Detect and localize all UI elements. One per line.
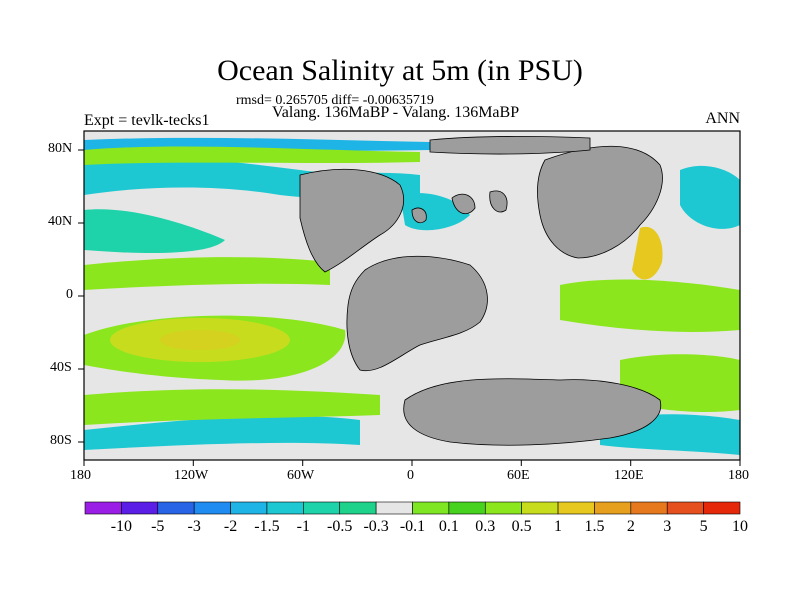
colorbar-label: 1.5: [584, 518, 605, 535]
colorbar-swatch: [448, 501, 486, 515]
salty-band-deep-south: [84, 389, 380, 425]
landmass-africa-south-america: [346, 255, 488, 372]
colorbar-label: 5: [699, 518, 708, 535]
colorbar-swatch: [630, 501, 668, 515]
colorbar-swatch: [266, 501, 304, 515]
plot-title: Ocean Salinity at 5m (in PSU): [217, 54, 583, 87]
colorbar-swatch: [193, 501, 231, 515]
map-field: [84, 131, 740, 460]
colorbar-swatch: [703, 501, 741, 515]
colorbar-label: -1: [296, 518, 310, 535]
colorbar-swatch: [594, 501, 632, 515]
colorbar-swatch: [484, 501, 522, 515]
salty-band-north: [84, 146, 420, 165]
lat-tick-label: 80S: [50, 433, 72, 448]
colorbar-swatch: [375, 501, 413, 515]
colorbar-label: -5: [151, 518, 165, 535]
lon-tick-label: 60E: [507, 468, 530, 483]
season-label: ANN: [705, 110, 740, 127]
colorbar-label: 10: [732, 518, 748, 535]
colorbar-swatch: [412, 501, 450, 515]
colorbar-label: -3: [187, 518, 201, 535]
colorbar-swatch: [666, 501, 704, 515]
colorbar-label: -0.5: [327, 518, 353, 535]
landmass-antarctica: [403, 378, 662, 446]
landmass-greenland: [429, 135, 591, 155]
lat-tick-marks: [78, 149, 84, 443]
colorbar-swatch: [557, 501, 595, 515]
colorbar-label: -0.1: [399, 518, 426, 535]
colorbar-swatch: [303, 501, 341, 515]
colorbar-label: 0.1: [438, 518, 459, 535]
lon-tick-label: 120W: [174, 468, 209, 483]
colorbar-swatch: [84, 501, 122, 515]
lon-tick-label: 0: [407, 468, 414, 483]
colorbar-label: 1: [554, 518, 563, 535]
colorbar-swatch: [521, 501, 559, 515]
colorbar-swatch: [230, 501, 268, 515]
landmass-island-3: [411, 207, 427, 224]
lon-tick-label: 120E: [614, 468, 644, 483]
fresh-band-south: [84, 415, 360, 450]
lon-tick-marks: [83, 460, 741, 466]
salty-band-east: [560, 279, 740, 332]
colorbar-label: -0.3: [363, 518, 389, 535]
lat-tick-label: 0: [66, 287, 73, 302]
fresh-band-north-low: [84, 209, 225, 253]
colorbar-label: -1.5: [254, 518, 280, 535]
fresh-pool-east: [680, 165, 740, 229]
salinity-max-core: [160, 330, 240, 350]
colorbar-swatch: [121, 501, 159, 515]
colorbar-label: -10: [110, 518, 133, 535]
colorbar-label: 0.3: [475, 518, 496, 535]
lon-tick-label: 180: [70, 468, 91, 483]
colorbar-swatch: [339, 501, 377, 515]
colorbar-swatch: [157, 501, 195, 515]
plot-subtitle: Valang. 136MaBP - Valang. 136MaBP: [272, 104, 520, 121]
salinity-max-east: [632, 226, 663, 280]
stats-line: rmsd= 0.265705 diff= -0.00635719: [236, 93, 434, 108]
lat-tick-label: 40N: [48, 214, 73, 229]
landmass-north-america: [299, 168, 404, 273]
lat-tick-label: 40S: [50, 360, 72, 375]
salty-band-tropics: [84, 257, 330, 290]
landmass-eurasia: [537, 145, 663, 259]
colorbar-label: -2: [223, 518, 238, 535]
colorbar-label: 3: [663, 518, 672, 535]
experiment-label: Expt = tevlk-tecks1: [84, 112, 210, 129]
lon-tick-label: 60W: [287, 468, 315, 483]
colorbar-label: 0.5: [511, 518, 532, 535]
lat-tick-label: 80N: [48, 141, 73, 156]
lon-tick-label: 180: [728, 468, 749, 483]
colorbar-label: 2: [626, 518, 635, 535]
landmass-island-2: [489, 190, 508, 213]
landmass-island-1: [451, 193, 476, 215]
colorbar: [84, 501, 741, 515]
